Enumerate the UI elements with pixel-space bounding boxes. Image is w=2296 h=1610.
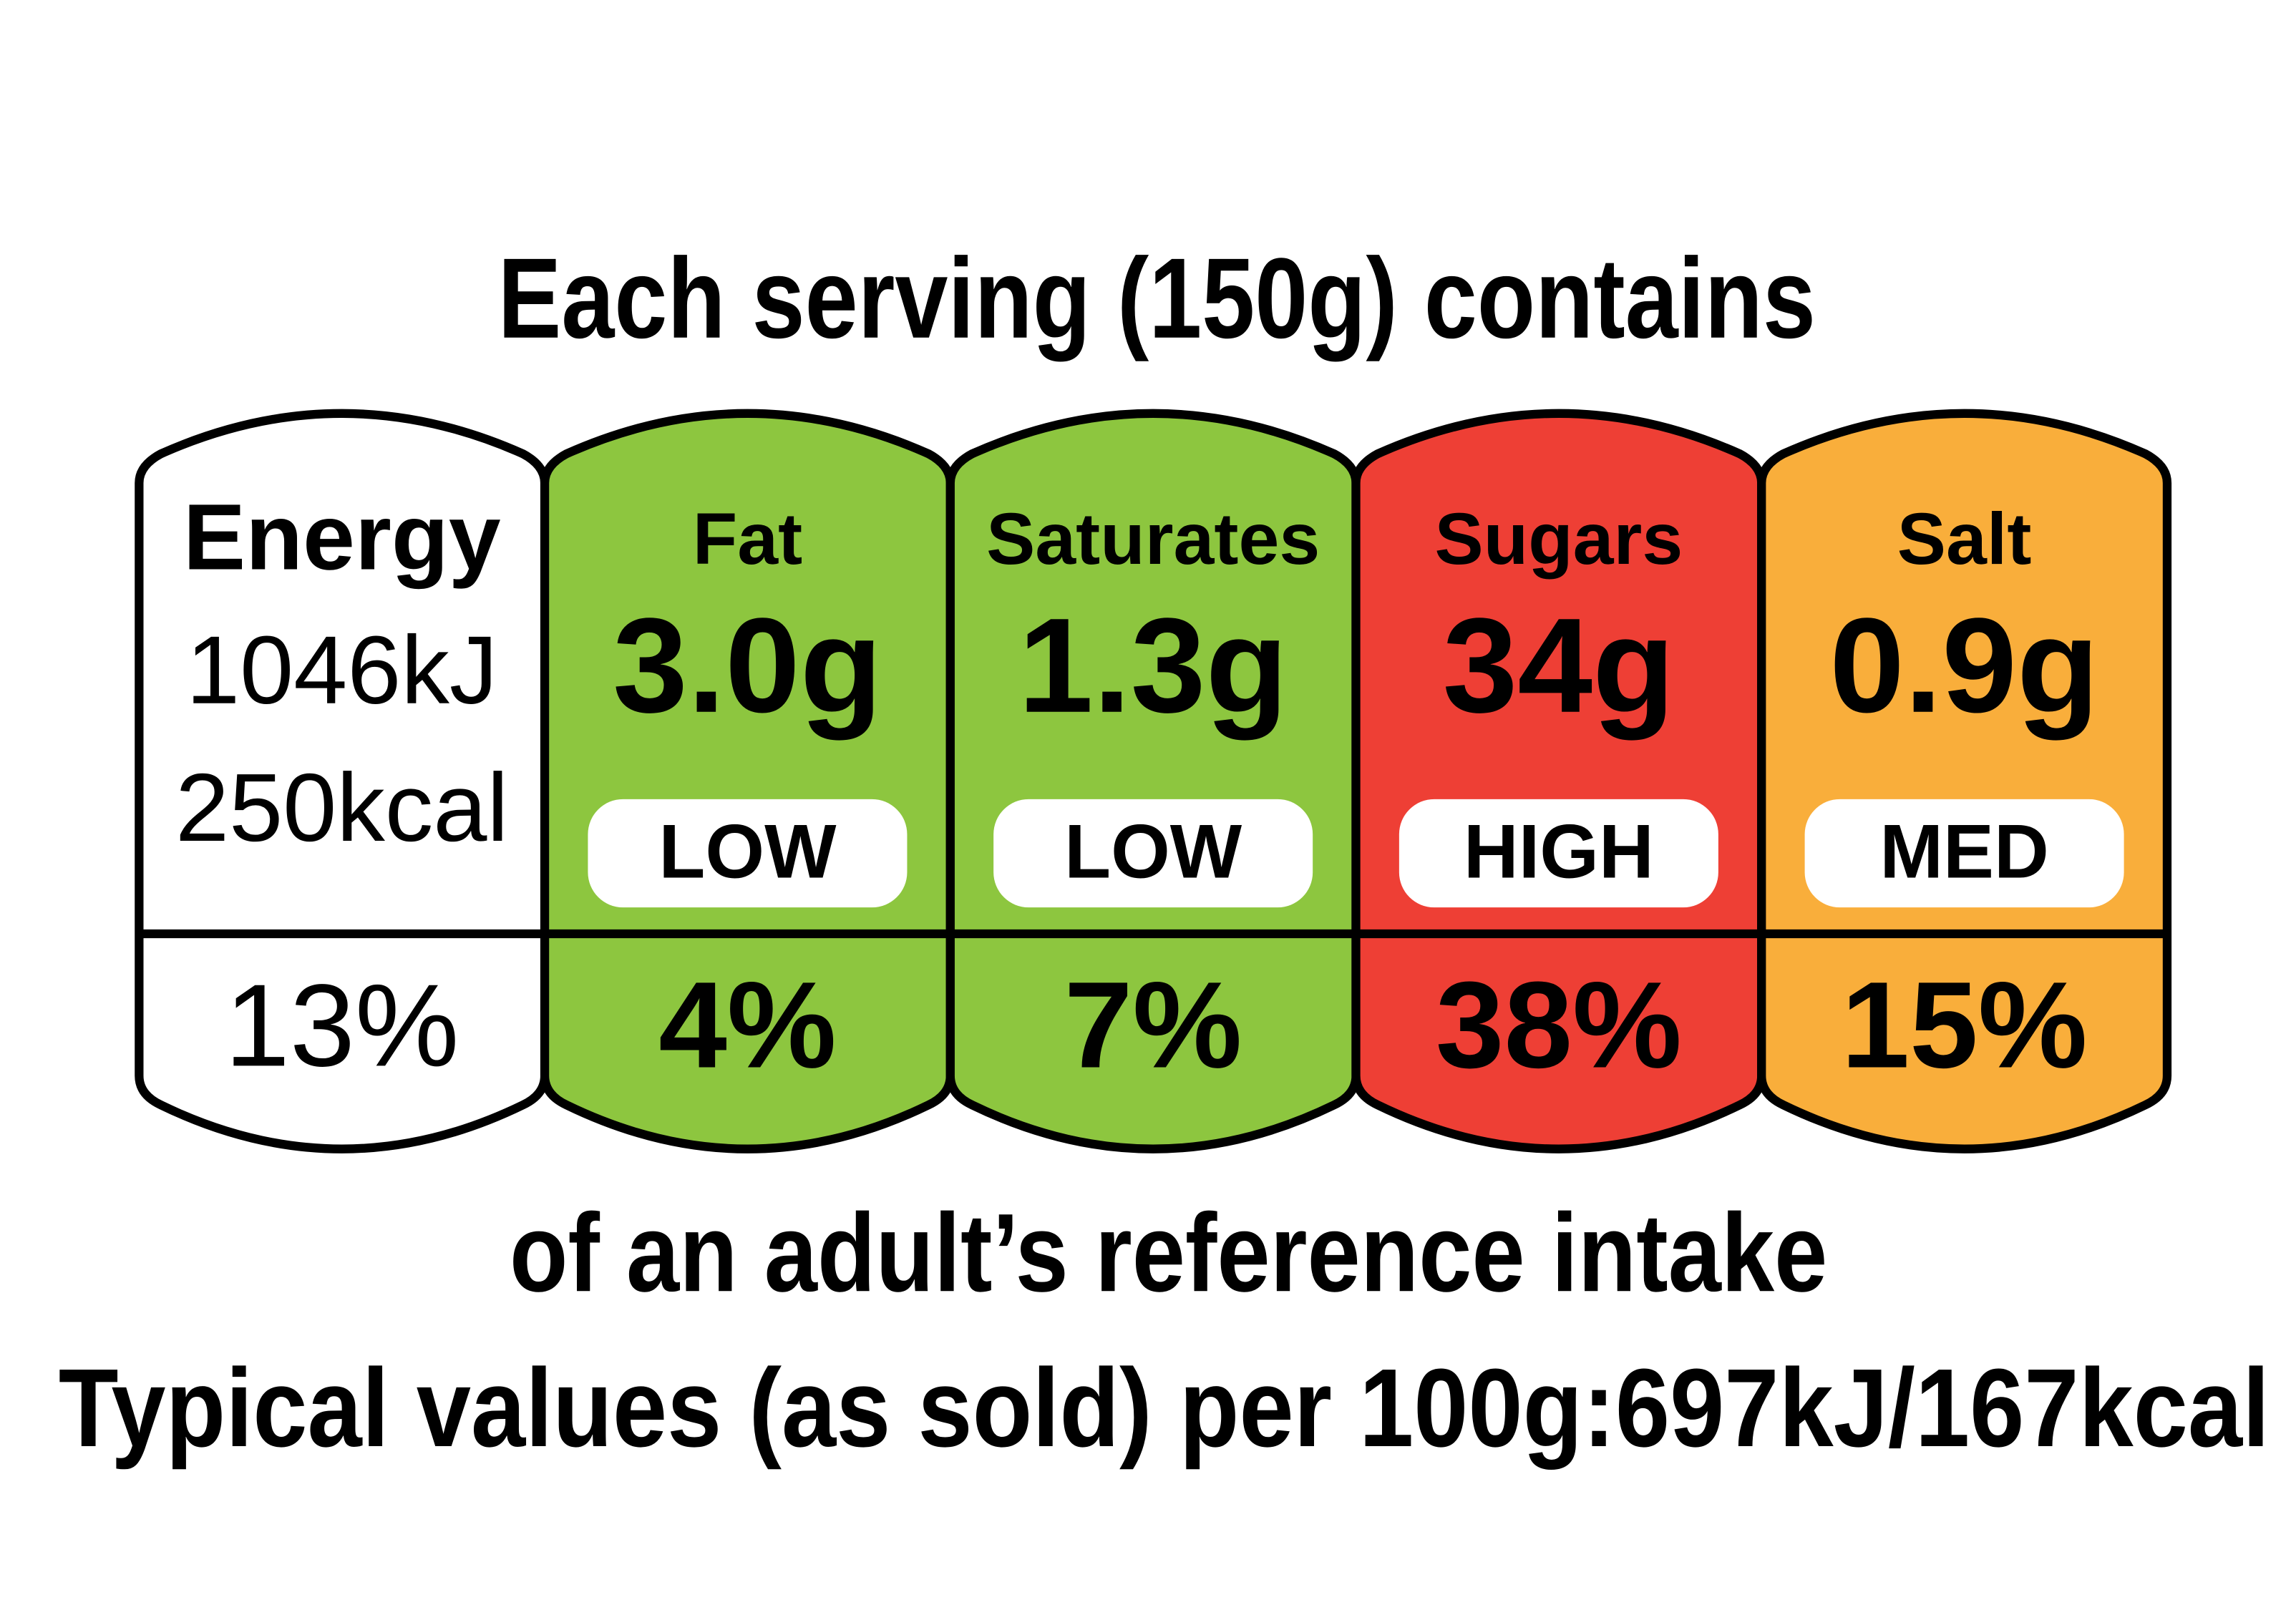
percent: 7% [1064, 957, 1242, 1094]
percent: 13% [225, 960, 459, 1091]
level: LOW [658, 809, 837, 894]
percent: 4% [658, 957, 836, 1094]
nutrient-name: Salt [1897, 497, 2032, 580]
nutrient-name: Fat [693, 497, 802, 580]
percent: 15% [1842, 957, 2088, 1094]
level-pill [588, 799, 908, 908]
percent: 38% [1436, 957, 1682, 1094]
nutrient-name: Saturates [986, 497, 1320, 580]
footer-line: of an adult’s reference intake [510, 1190, 1827, 1314]
level: MED [1879, 809, 2048, 894]
amount: 34g [1443, 590, 1675, 741]
amount: 1.3g [1018, 590, 1288, 741]
title: Each serving (150g) contains [498, 235, 1816, 362]
level: HIGH [1464, 809, 1654, 894]
amount: 3.0g [613, 590, 882, 741]
level: LOW [1064, 809, 1242, 894]
level-pill [993, 799, 1313, 908]
nutrient-name: Energy [183, 484, 501, 589]
level-pill [1398, 799, 1718, 908]
columns: Energy 1046kJ 250kcal 13% Fat 3.0g LOW 4% Satura… [135, 409, 2172, 1153]
nutrient-name: Sugars [1435, 497, 1683, 580]
energy-kcal: 250kcal [175, 753, 508, 862]
footer-line: Typical values (as sold) per 100g:697kJ/… [59, 1345, 2270, 1470]
energy-kj: 1046kJ [186, 616, 497, 724]
amount: 0.9g [1829, 590, 2099, 741]
level-pill [1804, 799, 2124, 908]
column-shape [1757, 409, 2172, 1153]
